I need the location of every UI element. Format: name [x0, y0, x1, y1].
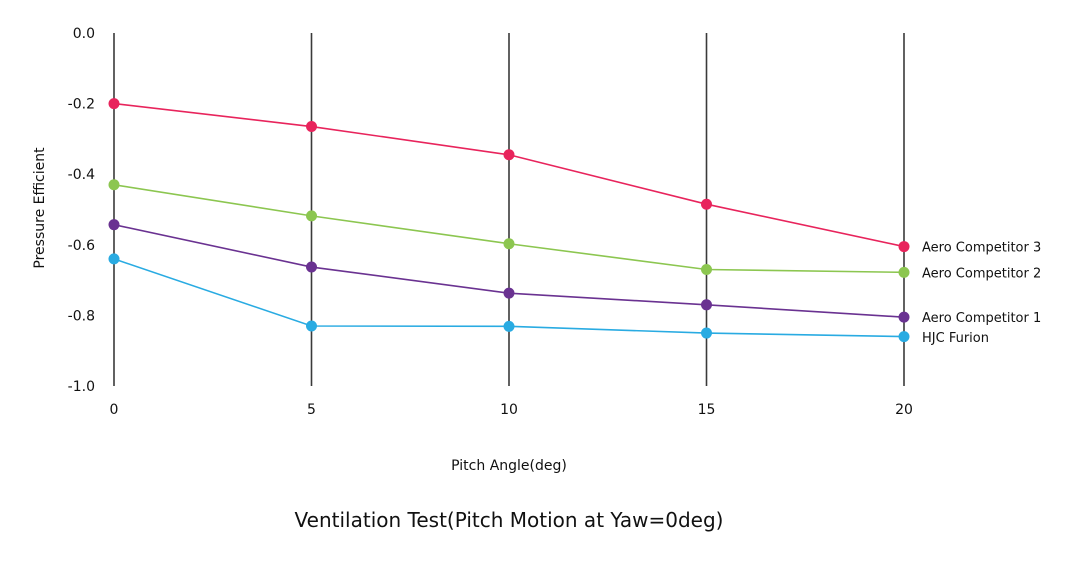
data-point	[108, 253, 120, 265]
y-tick-label: -0.6	[68, 238, 95, 254]
chart-title: Ventilation Test(Pitch Motion at Yaw=0de…	[295, 508, 724, 532]
data-point	[701, 264, 712, 276]
data-point	[503, 320, 515, 332]
data-point	[306, 121, 317, 133]
y-axis-ticks: 0.0 -0.2 -0.4 -0.6 -0.8 -1.0	[68, 26, 95, 395]
x-axis-title: Pitch Angle(deg)	[451, 458, 567, 474]
data-point	[503, 149, 515, 161]
y-tick-label: -0.8	[68, 308, 95, 324]
data-point	[108, 98, 120, 110]
data-point	[898, 241, 910, 253]
grid	[113, 33, 905, 386]
y-axis-title: Pressure Efficient	[32, 147, 48, 269]
legend-label: Aero Competitor 1	[922, 311, 1041, 326]
data-point	[701, 327, 712, 339]
legend-label: Aero Competitor 2	[922, 266, 1041, 281]
data-point	[108, 179, 120, 191]
legend-label: Aero Competitor 3	[922, 241, 1041, 256]
data-point	[306, 320, 317, 332]
data-point	[898, 331, 910, 343]
data-point	[306, 210, 317, 222]
data-point	[701, 198, 712, 210]
y-tick-label: -0.4	[68, 167, 95, 183]
x-axis-ticks: 0 5 10 15 20	[110, 402, 913, 418]
data-point	[108, 219, 120, 231]
x-tick-label: 0	[110, 402, 119, 418]
y-tick-label: -0.2	[68, 97, 95, 113]
x-tick-label: 5	[307, 402, 316, 418]
data-point	[701, 299, 712, 311]
y-tick-label: -1.0	[68, 379, 95, 395]
data-point	[503, 238, 515, 250]
data-point	[306, 261, 317, 273]
x-tick-label: 10	[500, 402, 518, 418]
legend-label: HJC Furion	[922, 331, 989, 346]
y-tick-label: 0.0	[73, 26, 95, 42]
x-tick-label: 15	[698, 402, 716, 418]
legend: Aero Competitor 3 Aero Competitor 2 Aero C…	[922, 241, 1041, 347]
data-point	[898, 266, 910, 278]
data-point	[898, 311, 910, 323]
series-points	[108, 98, 910, 343]
data-point	[503, 287, 515, 299]
x-tick-label: 20	[895, 402, 913, 418]
